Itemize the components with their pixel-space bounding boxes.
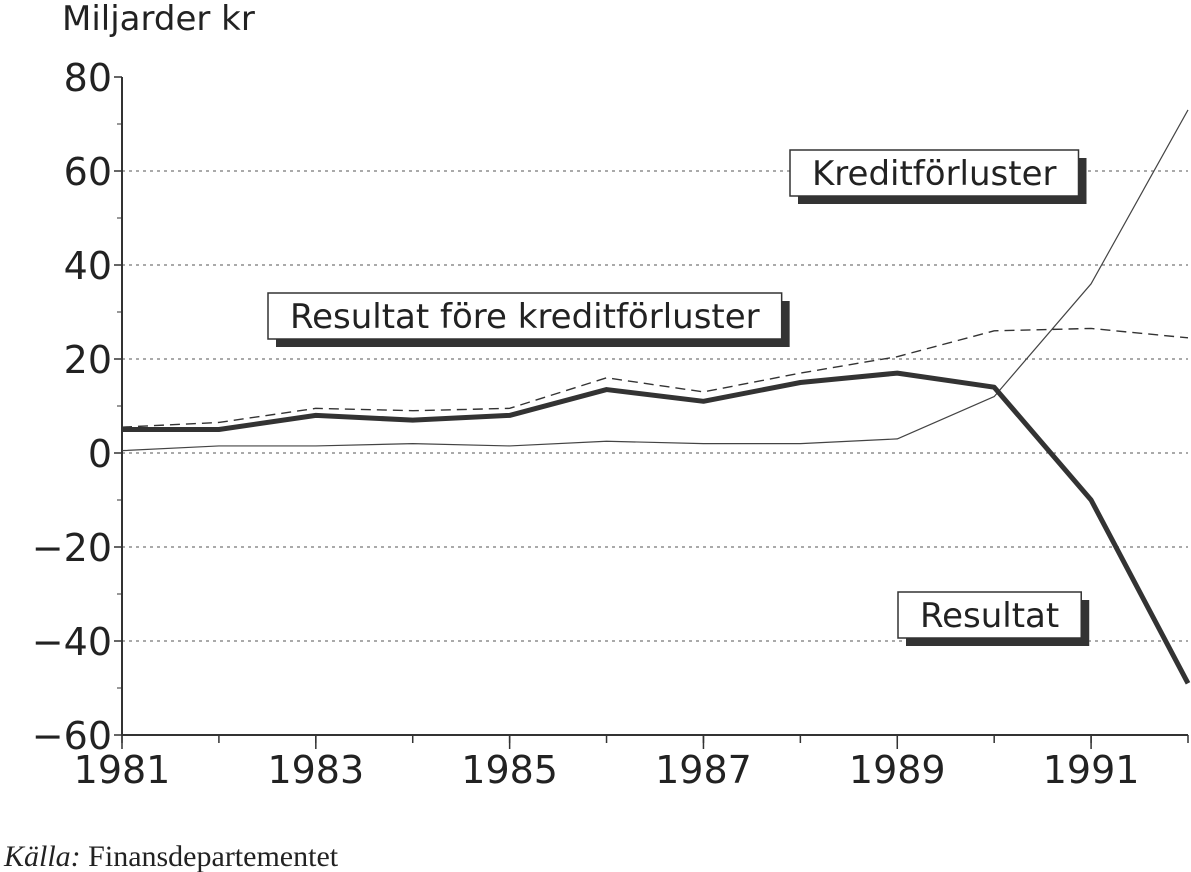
source-label: Källa:	[3, 840, 81, 872]
label-box	[267, 292, 783, 340]
y-tick-label: −60	[32, 714, 112, 758]
series-line	[122, 370, 1191, 685]
legend-label: Resultat före kreditförluster	[290, 297, 760, 337]
y-tick-label: 80	[64, 56, 112, 100]
y-tick-label: 20	[64, 338, 112, 382]
series-line	[121, 327, 1189, 428]
legend-label: Resultat	[920, 596, 1059, 636]
x-tick-label: 1981	[74, 748, 171, 792]
x-tick-label: 1987	[655, 748, 752, 792]
y-tick-label: 40	[64, 244, 112, 288]
y-tick-label: 0	[88, 432, 112, 476]
label-box	[789, 149, 1080, 197]
x-tick-label: 1983	[267, 748, 364, 792]
x-tick-label: 1991	[1043, 748, 1140, 792]
y-tick-label: −40	[32, 620, 112, 664]
source: Källa: Finansdepartementet	[3, 840, 339, 872]
series-line	[121, 109, 1189, 452]
y-axis-label: Miljarder kr	[62, 0, 255, 39]
source-text: Finansdepartementet	[88, 840, 339, 872]
x-tick-label: 1989	[849, 748, 946, 792]
legend-label: Kreditförluster	[812, 154, 1057, 194]
y-tick-label: −20	[32, 526, 112, 570]
x-tick-label: 1985	[461, 748, 558, 792]
label-box	[897, 591, 1082, 639]
y-tick-label: 60	[64, 150, 112, 194]
